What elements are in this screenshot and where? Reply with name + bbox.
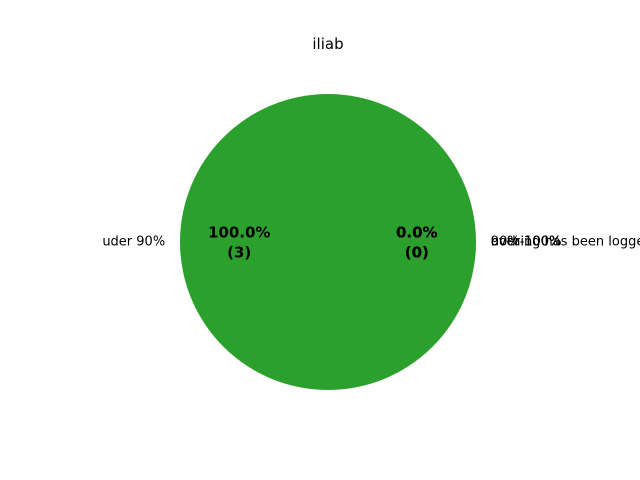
slice-count-0: (3) xyxy=(227,244,251,262)
pie-slices xyxy=(180,94,476,390)
slice-count-2: (0) xyxy=(405,244,429,262)
slice-label-0: uder 90% xyxy=(102,235,165,250)
slice-count-3: (0) xyxy=(405,244,429,262)
slice-label-3: nothing has been logged xyxy=(491,235,640,250)
slice-count-1: (0) xyxy=(405,244,429,262)
slice-label-1: 90%-100% xyxy=(491,235,562,250)
slice-percent-3: 0.0% xyxy=(396,224,438,242)
slice-percent-0: 100.0% xyxy=(208,224,270,242)
chart-title: iliab xyxy=(312,35,343,53)
slice-percent-2: 0.0% xyxy=(396,224,438,242)
slice-percent-1: 0.0% xyxy=(396,224,438,242)
pie-labels: uder 90% 100.0% (3) 90%-100% 0.0% (0) over 100… xyxy=(102,224,640,262)
slice-label-2: over 100% xyxy=(491,235,561,250)
pie-slice-0 xyxy=(180,94,476,390)
